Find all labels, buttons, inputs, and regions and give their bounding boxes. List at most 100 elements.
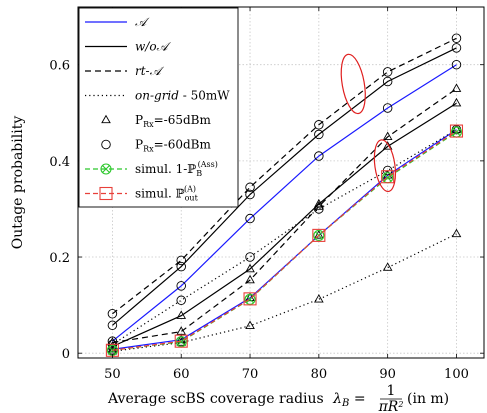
fraction-numerator: 1 (387, 383, 396, 399)
x-axis-label-fraction: 1 πR2 (378, 383, 404, 413)
series-line (112, 129, 457, 350)
data-point (107, 309, 118, 319)
legend-label-sup: (Ass) (198, 160, 218, 169)
data-point (176, 255, 186, 266)
legend-marker (101, 139, 111, 150)
data-point (451, 33, 462, 44)
legend-entry: on-grid - 50mW (85, 89, 230, 103)
legend-entry: simul. 1-ℙB(Ass) (85, 160, 218, 178)
series-line (112, 47, 457, 326)
data-point (314, 201, 324, 210)
data-point (176, 295, 186, 306)
y-axis-label: Outage probability (10, 116, 26, 250)
y-tick-label: 0.2 (49, 251, 70, 266)
legend-marker (99, 186, 113, 201)
x-tick-label: 100 (444, 367, 469, 382)
x-axis-label-subscript: B (341, 398, 349, 409)
x-axis-label-text: Average scBS coverage radius (107, 391, 324, 407)
data-point (174, 334, 188, 348)
x-tick-label: 50 (104, 367, 121, 382)
legend-marker (100, 163, 112, 175)
legend-entry: PRx=-65dBm (101, 113, 212, 129)
legend-label-sub: out (185, 194, 199, 203)
legend: 𝒜w/o𝒜 rt-𝒜 on-grid - 50mW PRx=-65dBm PRx=-60… (78, 7, 239, 208)
data-point (245, 252, 255, 262)
legend-marker (101, 114, 111, 124)
series-sim_out (105, 124, 464, 357)
data-point (450, 126, 463, 138)
axis-ticks: 50 60 70 80 90 100 0 0.2 0.4 0.6 (49, 7, 484, 382)
legend-label-main: w/o𝒜 (135, 40, 172, 54)
fraction-denominator: πR (378, 399, 399, 413)
legend-label-main: 𝒜 (135, 15, 150, 29)
data-point (382, 262, 393, 271)
series-grid_65 (107, 228, 462, 355)
y-tick-label: 0.6 (49, 59, 70, 74)
legend-label-suffix: =-65dBm (154, 113, 212, 127)
data-point (451, 83, 462, 92)
data-point (314, 198, 324, 208)
data-point (176, 310, 187, 319)
series-woA_65 (107, 97, 462, 350)
data-point (382, 103, 393, 113)
y-tick-label: 0 (62, 347, 70, 362)
data-point (245, 213, 255, 224)
data-point (314, 230, 324, 239)
legend-box (78, 7, 239, 208)
data-point (243, 292, 257, 306)
data-point (314, 151, 324, 161)
legend-label-sub: Rx (143, 145, 154, 154)
data-point (451, 228, 462, 238)
legend-label-sub: B (196, 169, 202, 178)
data-point (245, 189, 255, 200)
x-axis-label-symbol: λ (332, 391, 342, 407)
highlight-ellipse (340, 53, 366, 115)
series-line (112, 130, 457, 351)
data-point (382, 76, 393, 87)
data-point (245, 182, 255, 193)
legend-label: rt-𝒜 (135, 64, 165, 78)
data-point (314, 129, 324, 140)
legend-label: simul. 1-ℙB(Ass) (135, 160, 218, 178)
highlight-ellipse (373, 139, 397, 193)
series-line (112, 64, 457, 342)
x-axis-label-units: (in m) (407, 391, 449, 407)
y-tick-label: 0.4 (49, 155, 70, 170)
legend-label-main: simul. 1-ℙ (135, 162, 196, 176)
annotations (340, 53, 397, 193)
data-point (176, 281, 186, 291)
data-point (176, 326, 187, 335)
data-point (312, 228, 326, 242)
data-point (314, 120, 324, 130)
x-axis-label-equals: = (349, 391, 365, 407)
series-rtA_60 (107, 33, 462, 319)
legend-entry: 𝒜 (85, 15, 150, 29)
series-line (112, 233, 457, 352)
series-line (112, 102, 457, 348)
legend-label: w/o𝒜 (135, 40, 172, 54)
data-point (382, 67, 393, 77)
data-point (245, 263, 255, 273)
legend-label-suffix: - 50mW (179, 89, 230, 103)
legend-label-sub: Rx (143, 120, 154, 129)
legend-label-sup: (A) (184, 185, 196, 194)
data-point (449, 124, 464, 138)
legend-entry: PRx=-60dBm (101, 138, 212, 154)
legend-label-main: simul. ℙ (135, 187, 185, 201)
x-tick-label: 80 (311, 367, 328, 382)
plot-frame (77, 6, 485, 359)
legend-label: PRx=-60dBm (135, 138, 212, 154)
data-point (314, 204, 324, 214)
legend-label: simul. ℙout(A) (135, 185, 199, 203)
marker-circle (100, 163, 112, 175)
legend-label: 𝒜 (135, 15, 150, 29)
data-point (176, 261, 186, 272)
legend-label: PRx=-65dBm (135, 113, 212, 129)
marker-cross-b (452, 128, 461, 136)
legend-label-main: rt-𝒜 (135, 64, 165, 78)
data-point (107, 320, 118, 331)
data-point (451, 97, 462, 107)
x-tick-label: 60 (173, 367, 190, 382)
legend-label-main: on-grid (135, 89, 179, 103)
